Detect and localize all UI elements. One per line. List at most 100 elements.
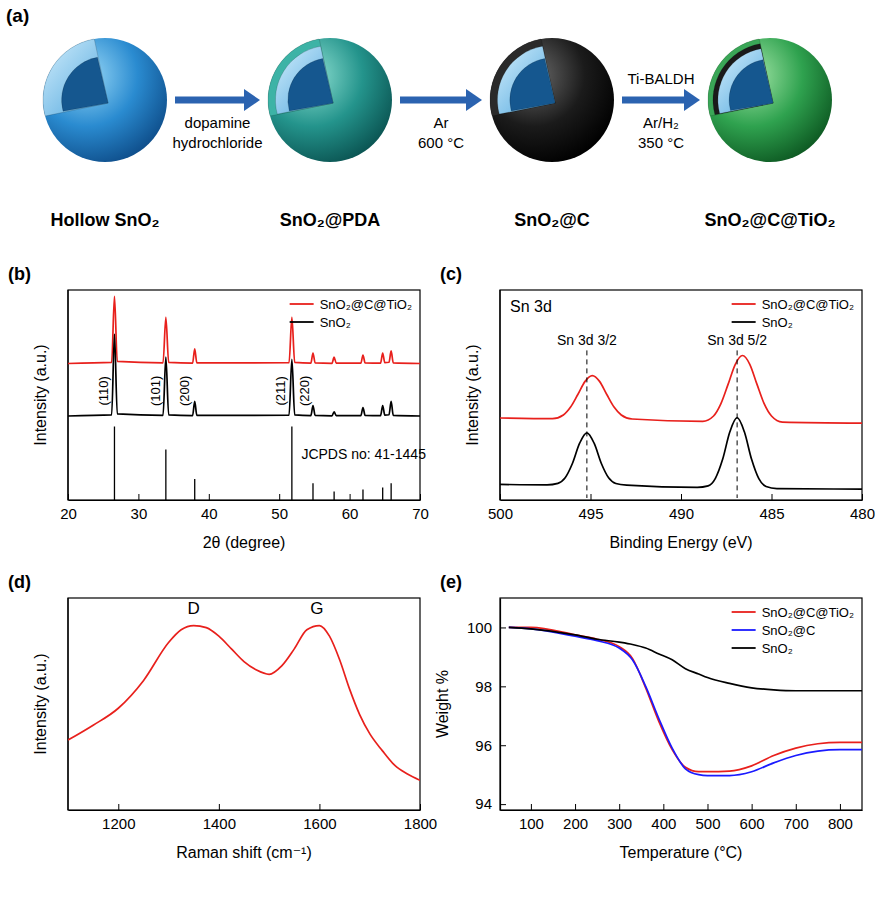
x-tick-label: 500 — [488, 505, 513, 522]
arrow-head — [244, 89, 260, 111]
sphere — [43, 38, 167, 162]
legend-swatch — [732, 629, 756, 631]
y-axis-line — [499, 290, 500, 500]
x-tick: 495 — [578, 494, 603, 522]
x-tick-label: 485 — [759, 505, 784, 522]
x-tick: 1600 — [303, 804, 336, 832]
y-axis-line — [67, 290, 68, 500]
legend-label: SnO₂@C@TiO₂ — [320, 297, 412, 312]
annotation: D — [188, 599, 200, 618]
reference-stick — [291, 427, 292, 501]
cutaway — [490, 39, 555, 116]
x-tick: 70 — [412, 494, 429, 522]
x-tick: 800 — [828, 804, 853, 832]
legend-item: SnO₂ — [732, 315, 793, 330]
peak-label: (101) — [148, 376, 163, 406]
cutaway — [510, 58, 555, 110]
panel-label: (e) — [440, 572, 462, 592]
x-tick-mark — [138, 494, 139, 500]
x-tick: 490 — [669, 494, 694, 522]
legend-item: SnO₂@C@TiO₂ — [290, 297, 412, 312]
cutaway — [497, 46, 555, 114]
peak-label: (200) — [177, 376, 192, 406]
x-tick-label: 1600 — [303, 815, 336, 832]
legend: SnO₂@C@TiO₂SnO₂ — [290, 297, 412, 330]
cutaway — [718, 49, 773, 114]
x-tick: 60 — [342, 494, 359, 522]
legend-swatch — [732, 321, 756, 323]
chart-title: Sn 3d — [510, 298, 552, 315]
cutaway — [268, 39, 333, 116]
y-tick-label: 96 — [475, 737, 492, 754]
x-tick: 50 — [271, 494, 288, 522]
x-tick-mark — [681, 494, 682, 500]
legend-swatch — [732, 611, 756, 613]
x-tick-mark — [219, 804, 220, 810]
x-tick-label: 60 — [342, 505, 359, 522]
y-tick: 100 — [467, 619, 506, 636]
cutaway — [729, 60, 773, 111]
particle — [268, 38, 392, 162]
x-tick-mark — [209, 494, 210, 500]
x-tick-label: 300 — [607, 815, 632, 832]
x-tick-mark — [707, 804, 708, 810]
chart-panel: 500 495 490 485 480 Binding Energy (eV) Intens… — [440, 264, 875, 551]
cutaway — [62, 57, 109, 111]
x-tick-mark — [772, 494, 773, 500]
x-axis-line — [69, 810, 421, 811]
y-axis-title: Intensity (a.u.) — [464, 344, 481, 445]
sphere — [490, 38, 614, 162]
plot-frame — [68, 598, 420, 810]
x-tick: 600 — [740, 804, 765, 832]
cutaway — [288, 58, 333, 110]
legend-label: SnO₂ — [762, 315, 793, 330]
series-line — [68, 296, 420, 363]
x-tick: 1800 — [404, 804, 437, 832]
x-axis-title: Binding Energy (eV) — [609, 534, 752, 551]
legend-swatch — [290, 321, 314, 323]
stage-label: SnO₂@C — [514, 210, 590, 230]
arrow-shaft — [175, 97, 246, 104]
panel-label: (b) — [8, 264, 31, 284]
stage-label: SnO₂@PDA — [280, 210, 381, 230]
x-tick-mark — [619, 804, 620, 810]
y-tick: 98 — [475, 678, 506, 695]
x-axis-line — [501, 810, 863, 811]
panel-label: (d) — [8, 572, 31, 592]
guide-line — [586, 350, 587, 498]
stage-label: SnO₂@C@TiO₂ — [705, 210, 836, 230]
x-axis: 100200300400500600700800 — [501, 804, 863, 832]
annotation: Sn 3d 3/2 — [557, 332, 617, 348]
x-tick-mark — [796, 804, 797, 810]
peak-label: (110) — [96, 376, 111, 405]
y-tick-mark — [500, 745, 506, 746]
peak-label: (220) — [297, 376, 312, 406]
x-tick-label: 1200 — [102, 815, 135, 832]
step-label: Ar — [434, 114, 449, 131]
legend-swatch — [732, 303, 756, 305]
x-tick-label: 490 — [669, 505, 694, 522]
x-axis-title: 2θ (degree) — [203, 534, 286, 551]
x-tick-mark — [319, 804, 320, 810]
reference-stick — [312, 483, 313, 500]
x-tick-label: 30 — [131, 505, 148, 522]
plot-data — [68, 296, 420, 500]
reference-stick — [382, 487, 383, 500]
annotation: Sn 3d 5/2 — [707, 332, 767, 348]
legend-item: SnO₂@C — [732, 623, 816, 638]
panel-label: (c) — [440, 264, 462, 284]
plot-frame — [68, 290, 420, 500]
plot-frame — [500, 598, 862, 810]
x-tick-label: 800 — [828, 815, 853, 832]
x-tick-label: 50 — [271, 505, 288, 522]
x-tick: 480 — [850, 494, 875, 522]
cutaway — [275, 46, 333, 114]
reference-stick — [194, 479, 195, 500]
x-tick: 500 — [695, 804, 720, 832]
series-line — [68, 334, 420, 416]
reference-stick — [390, 483, 391, 500]
x-tick-label: 200 — [563, 815, 588, 832]
reference-stick — [362, 490, 363, 501]
process-step: dopaminehydrochloride — [172, 89, 262, 151]
stage-label: Hollow SnO₂ — [51, 210, 160, 230]
